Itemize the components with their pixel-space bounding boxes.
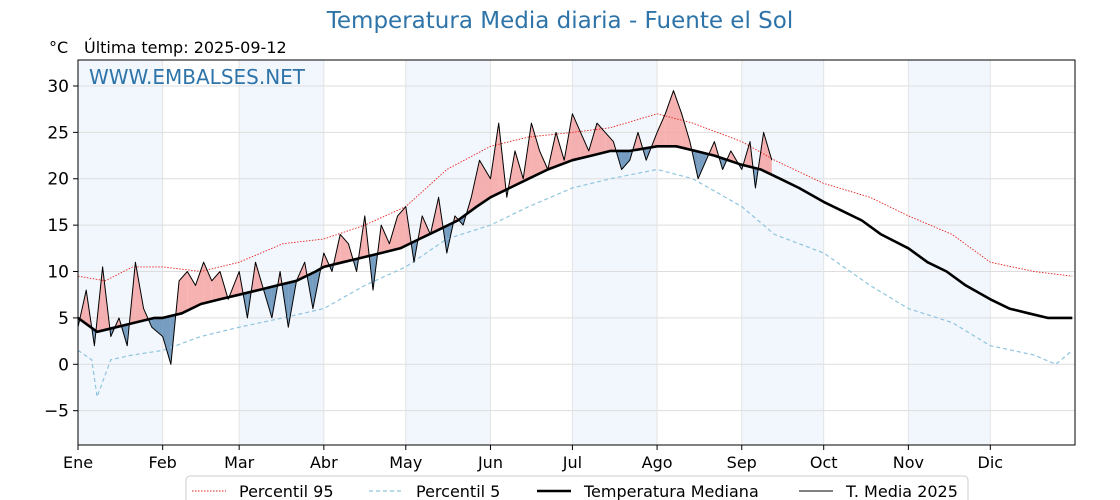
watermark-text: WWW.EMBALSES.NET bbox=[89, 65, 306, 89]
above-median-fill bbox=[657, 113, 666, 147]
above-median-fill bbox=[187, 271, 196, 311]
legend-label: T. Media 2025 bbox=[845, 482, 958, 500]
above-median-fill bbox=[179, 271, 188, 314]
above-median-fill bbox=[572, 113, 581, 161]
above-median-fill bbox=[381, 225, 390, 253]
x-tick-label: Nov bbox=[893, 453, 924, 472]
chart-title: Temperatura Media diaria - Fuente el Sol bbox=[326, 8, 794, 34]
above-median-fill bbox=[605, 132, 614, 153]
y-tick-label: 5 bbox=[58, 309, 69, 329]
above-median-fill bbox=[665, 90, 674, 147]
month-band bbox=[78, 60, 163, 445]
y-tick-label: −5 bbox=[44, 402, 69, 422]
above-median-fill bbox=[490, 123, 499, 198]
above-median-fill bbox=[479, 160, 491, 205]
x-tick-label: Dic bbox=[978, 453, 1004, 472]
y-tick-label: 25 bbox=[47, 123, 69, 143]
x-tick-label: Jun bbox=[477, 453, 503, 472]
legend-label: Percentil 5 bbox=[416, 482, 500, 500]
month-band bbox=[908, 60, 991, 445]
above-median-fill bbox=[681, 113, 690, 150]
month-band bbox=[405, 60, 491, 445]
unit-label: °C bbox=[49, 38, 69, 57]
above-median-fill bbox=[597, 123, 606, 155]
legend-box bbox=[185, 475, 969, 500]
x-tick-label: Jul bbox=[562, 453, 582, 472]
below-median-fill bbox=[621, 150, 630, 170]
above-median-fill bbox=[471, 160, 480, 211]
x-tick-label: May bbox=[389, 453, 422, 472]
above-median-fill bbox=[203, 262, 212, 304]
legend: Percentil 95 Percentil 5 Temperatura Media… bbox=[185, 475, 969, 500]
y-tick-label: 0 bbox=[58, 355, 69, 375]
legend-label: Percentil 95 bbox=[239, 482, 334, 500]
plot-frame bbox=[77, 59, 1076, 446]
below-median-fill bbox=[698, 151, 707, 179]
above-median-fill bbox=[135, 262, 144, 323]
below-median-fill bbox=[162, 315, 171, 365]
x-tick-label: Abr bbox=[310, 453, 338, 472]
x-tick-label: Mar bbox=[224, 453, 255, 472]
above-median-fill bbox=[580, 132, 589, 159]
above-median-fill bbox=[763, 132, 772, 175]
y-tick-label: 10 bbox=[47, 263, 69, 283]
x-tick-label: Feb bbox=[149, 453, 177, 472]
x-tick-label: Oct bbox=[810, 453, 838, 472]
month-band bbox=[572, 60, 658, 445]
x-tick-label: Sep bbox=[727, 453, 757, 472]
legend-label: Temperatura Mediana bbox=[583, 482, 759, 500]
above-median-fill bbox=[531, 123, 540, 178]
x-tick-label: Ago bbox=[642, 453, 673, 472]
x-tick-label: Ene bbox=[63, 453, 93, 472]
below-median-fill bbox=[151, 317, 163, 337]
month-band bbox=[239, 60, 324, 445]
y-tick-label: 15 bbox=[47, 216, 69, 236]
series-t-media-2025 bbox=[77, 90, 773, 365]
above-median-fill bbox=[195, 262, 204, 307]
month-band bbox=[741, 60, 824, 445]
series-percentil-5 bbox=[77, 168, 1073, 398]
above-median-fill bbox=[397, 206, 406, 249]
y-tick-label: 30 bbox=[47, 77, 69, 97]
y-tick-label: 20 bbox=[47, 170, 69, 190]
above-median-fill bbox=[389, 215, 398, 251]
last-temp-label: Última temp: 2025-09-12 bbox=[84, 38, 287, 57]
